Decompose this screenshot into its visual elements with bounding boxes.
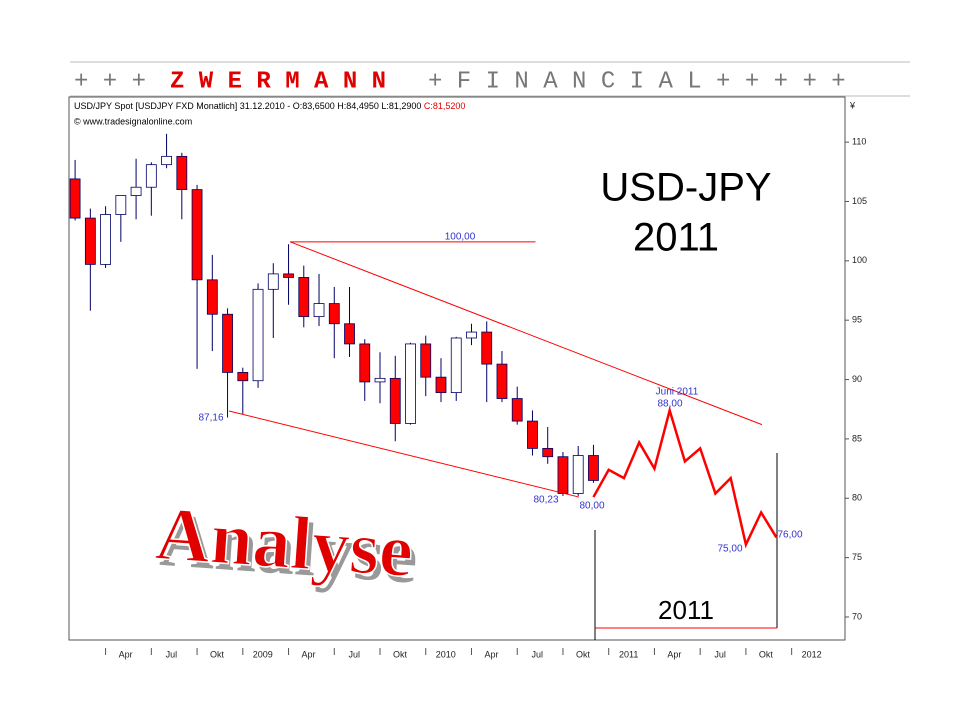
candle-body bbox=[100, 214, 111, 265]
candle-body bbox=[511, 398, 523, 422]
candle-body bbox=[237, 372, 249, 382]
annotation: Juni 2011 bbox=[656, 387, 699, 398]
candle-body bbox=[130, 186, 142, 196]
y-tick-label: 75 bbox=[852, 552, 862, 562]
annotation: 88,00 bbox=[657, 399, 682, 410]
y-tick-label: 95 bbox=[852, 315, 862, 325]
candle-body bbox=[145, 164, 157, 188]
annotation: 76,00 bbox=[777, 530, 802, 541]
candle-body bbox=[557, 456, 569, 494]
x-tick-label: 2012 bbox=[802, 649, 822, 659]
x-tick-label: 2010 bbox=[436, 649, 456, 659]
candle-body bbox=[496, 363, 508, 399]
x-tick-label: 2009 bbox=[253, 649, 273, 659]
candle-body bbox=[420, 343, 432, 378]
x-tick-label: Jul bbox=[714, 649, 726, 659]
candle-body bbox=[222, 313, 233, 373]
x-tick-label: Jul bbox=[166, 649, 178, 659]
candle-body bbox=[191, 189, 203, 281]
info-close: C:81,5200 bbox=[424, 101, 466, 111]
annotation: 80,00 bbox=[579, 501, 604, 512]
y-tick-label: 70 bbox=[852, 611, 862, 621]
trendline bbox=[228, 410, 580, 498]
header-right: + F I N A N C I A L + + + + + bbox=[428, 68, 846, 95]
info-line: USD/JPY Spot [USDJPY FXD Monatlich] 31.1… bbox=[74, 101, 465, 111]
candle-body bbox=[283, 273, 294, 278]
candle-body bbox=[206, 279, 218, 315]
info: USD/JPY Spot [USDJPY FXD Monatlich] 31.1… bbox=[74, 101, 421, 111]
candle-body bbox=[527, 420, 538, 449]
candle-body bbox=[267, 273, 279, 290]
annotation: 80,23 bbox=[533, 495, 558, 506]
candle-body bbox=[84, 217, 96, 265]
x-tick-label: Apr bbox=[484, 649, 498, 659]
x-tick-label: Jul bbox=[531, 649, 543, 659]
candle-body bbox=[374, 377, 386, 383]
y-unit: ¥ bbox=[849, 100, 856, 110]
candle-body bbox=[405, 343, 416, 424]
forecast-line bbox=[592, 405, 778, 549]
x-tick-label: Jul bbox=[349, 649, 361, 659]
candle-body bbox=[328, 303, 340, 325]
y-tick-label: 110 bbox=[852, 136, 866, 146]
candle-body bbox=[435, 376, 447, 393]
header-brand: Z W E R M A N N bbox=[170, 68, 386, 95]
candle-body bbox=[588, 455, 599, 481]
candle-body bbox=[466, 331, 477, 339]
annotation: 75,00 bbox=[717, 544, 742, 555]
y-tick-label: 85 bbox=[852, 433, 862, 443]
annotation: 100,00 bbox=[445, 232, 476, 243]
candle-body bbox=[572, 455, 584, 494]
candle-body bbox=[389, 377, 401, 424]
overlay: Analyse bbox=[153, 492, 416, 594]
x-tick-label: Okt bbox=[210, 649, 225, 659]
y-tick-label: 90 bbox=[852, 374, 862, 384]
candle-body bbox=[69, 178, 81, 219]
candle-body bbox=[115, 195, 127, 215]
candle-body bbox=[176, 155, 188, 190]
header-left: + + + bbox=[74, 68, 146, 95]
candle-body bbox=[344, 323, 355, 345]
x-tick-label: Okt bbox=[759, 649, 774, 659]
candle-body bbox=[252, 288, 264, 382]
title: USD-JPY bbox=[600, 166, 771, 210]
candle-body bbox=[359, 343, 371, 383]
candle-body bbox=[481, 331, 493, 365]
candle-body bbox=[298, 277, 310, 318]
candle-body bbox=[313, 303, 325, 318]
x-tick-label: Apr bbox=[119, 649, 133, 659]
trendline bbox=[289, 241, 763, 426]
y-tick-label: 80 bbox=[852, 493, 862, 503]
y-tick-label: 105 bbox=[852, 196, 867, 206]
overlay-shadow: Analyse bbox=[158, 498, 421, 600]
source: © www.tradesignalonline.com bbox=[74, 116, 192, 126]
subtitle: 2011 bbox=[633, 216, 719, 260]
annotation: 87,16 bbox=[198, 413, 223, 424]
x-tick-label: Apr bbox=[302, 649, 316, 659]
candle-body bbox=[161, 155, 172, 166]
x-tick-label: Apr bbox=[667, 649, 681, 659]
box-label: 2011 bbox=[658, 595, 714, 625]
candle-body bbox=[450, 337, 462, 393]
candle-body bbox=[542, 447, 554, 458]
x-tick-label: 2011 bbox=[619, 649, 638, 659]
x-tick-label: Okt bbox=[393, 649, 408, 659]
x-tick-label: Okt bbox=[576, 649, 591, 659]
y-tick-label: 100 bbox=[852, 255, 867, 265]
